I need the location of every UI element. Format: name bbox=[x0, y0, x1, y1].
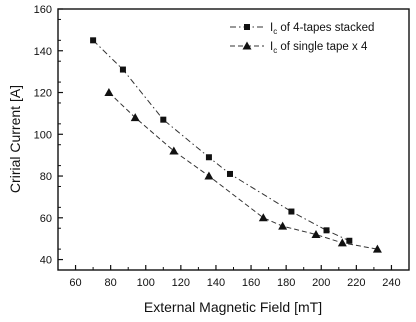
x-tick-label: 160 bbox=[242, 277, 260, 289]
y-axis-label: Cririal Current [A] bbox=[7, 85, 23, 193]
legend: Ic of 4-tapes stacked Ic of single tape x… bbox=[230, 22, 374, 55]
series-2-point bbox=[204, 171, 214, 180]
x-tick-label: 240 bbox=[382, 277, 400, 289]
series-2-point bbox=[311, 230, 321, 239]
legend-marker-1 bbox=[244, 24, 250, 30]
series-1-point bbox=[226, 170, 233, 177]
legend-label-2: Ic of single tape x 4 bbox=[270, 41, 368, 55]
series-1-point bbox=[205, 154, 212, 161]
series-1-point bbox=[90, 37, 97, 44]
legend-label-1: Ic of 4-tapes stacked bbox=[270, 22, 374, 36]
y-tick-label: 140 bbox=[34, 46, 52, 58]
x-axis-label: External Magnetic Field [mT] bbox=[144, 299, 322, 315]
series-1-point bbox=[288, 208, 295, 215]
y-tick-label: 120 bbox=[34, 88, 52, 100]
x-tick-label: 200 bbox=[312, 277, 330, 289]
y-tick-label: 160 bbox=[34, 4, 52, 16]
y-tick-label: 100 bbox=[34, 129, 52, 141]
series-1-point bbox=[346, 237, 353, 244]
y-tick-label: 80 bbox=[40, 171, 52, 183]
x-tick-label: 100 bbox=[137, 277, 155, 289]
x-tick-label: 120 bbox=[172, 277, 190, 289]
x-tick-label: 140 bbox=[207, 277, 225, 289]
series-1-point bbox=[160, 116, 167, 123]
series-1-point bbox=[119, 66, 126, 73]
series-2-point bbox=[372, 244, 382, 253]
x-tick-label: 80 bbox=[105, 277, 117, 289]
y-axis-ticks: 40 60 80 100 120 140 160 bbox=[34, 4, 63, 271]
series-2-point bbox=[258, 213, 268, 222]
series-2-point bbox=[278, 221, 288, 230]
series-2-point bbox=[104, 88, 114, 97]
series-2-point bbox=[337, 238, 347, 247]
series-layer bbox=[90, 37, 382, 253]
series-1-point bbox=[323, 227, 330, 234]
series-line-2 bbox=[108, 92, 378, 250]
series-2-point bbox=[130, 113, 140, 122]
series-2-point bbox=[169, 146, 179, 155]
x-tick-label: 60 bbox=[69, 277, 81, 289]
y-tick-label: 60 bbox=[40, 213, 52, 225]
legend-marker-2 bbox=[242, 41, 252, 50]
series-line-1 bbox=[92, 39, 350, 242]
y-tick-label: 40 bbox=[40, 255, 52, 267]
x-axis-ticks: 60 80 100 120 140 160 180 200 220 240 bbox=[69, 265, 410, 289]
x-tick-label: 220 bbox=[347, 277, 365, 289]
x-tick-label: 180 bbox=[277, 277, 295, 289]
